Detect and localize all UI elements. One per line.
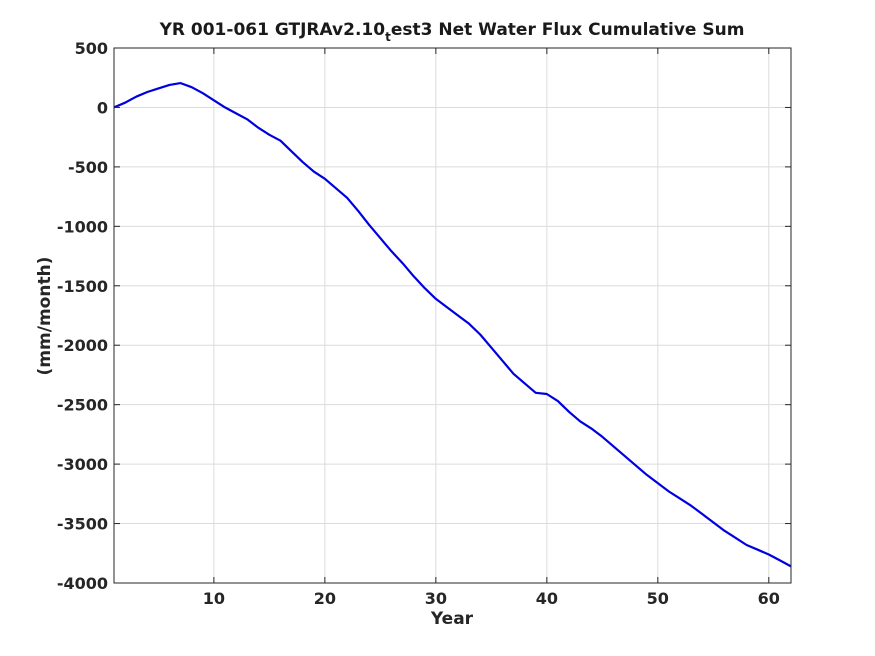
- y-tick-label: -3500: [57, 515, 108, 534]
- x-tick-label: 40: [536, 589, 558, 608]
- series-line: [113, 81, 792, 568]
- x-tick-label: 50: [647, 589, 669, 608]
- series-layer: [113, 81, 792, 568]
- chart-title: YR 001-061 GTJRAv2.10test3 Net Water Flu…: [159, 20, 745, 44]
- y-axis-label: (mm/month): [35, 257, 55, 376]
- x-tick-label: 30: [425, 589, 447, 608]
- chart-title-rest: est3 Net Water Flux Cumulative Sum: [391, 20, 745, 40]
- chart-title-main: YR 001-061 GTJRAv2.10: [159, 20, 386, 40]
- tick-marks: [114, 47, 791, 584]
- y-tick-label: -3000: [57, 455, 108, 474]
- y-tick-label: -2500: [57, 396, 108, 415]
- x-tick-label: 20: [314, 589, 336, 608]
- x-axis-label: Year: [430, 609, 474, 629]
- y-tick-label: 500: [75, 39, 108, 58]
- y-tick-label: -4000: [57, 574, 108, 593]
- y-tick-label: -1000: [57, 217, 108, 236]
- y-tick-label: 0: [97, 98, 108, 117]
- y-tick-label: -1500: [57, 277, 108, 296]
- y-tick-label: -500: [68, 158, 108, 177]
- plot-frame: [113, 47, 792, 584]
- x-tick-label: 60: [758, 589, 780, 608]
- y-tick-label: -2000: [57, 336, 108, 355]
- x-tick-labels: 10 20 30 40 50 60: [203, 589, 780, 608]
- y-tick-labels: 500 0 -500 -1000 -1500 -2000 -2500 -3000 -3500 -4…: [57, 39, 108, 593]
- chart-title-subscript: t: [385, 30, 391, 44]
- x-tick-label: 10: [203, 589, 225, 608]
